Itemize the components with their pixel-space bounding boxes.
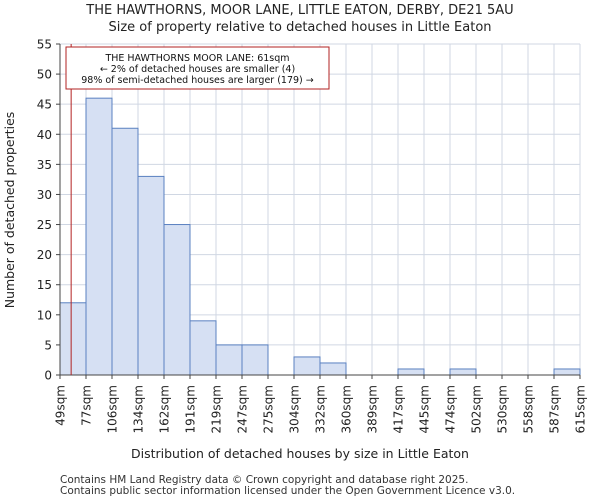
x-tick-label: 417sqm	[392, 385, 406, 433]
x-tick-label: 77sqm	[80, 385, 94, 426]
histogram-bar	[189, 320, 217, 376]
x-tick-label: 530sqm	[496, 385, 510, 433]
histogram-bar	[215, 344, 243, 376]
x-tick-label: 191sqm	[184, 385, 198, 433]
y-tick-label: 55	[37, 38, 52, 52]
x-tick-label: 304sqm	[288, 385, 302, 433]
annotation-line-2: ← 2% of detached houses are smaller (4)	[100, 64, 295, 75]
x-tick-label: 558sqm	[522, 385, 536, 433]
y-tick-label: 50	[37, 68, 52, 82]
histogram-bar	[241, 344, 269, 376]
y-tick-label: 40	[37, 128, 52, 142]
x-tick-label: 360sqm	[340, 385, 354, 433]
x-tick-label: 502sqm	[470, 385, 484, 433]
x-tick-label: 615sqm	[574, 385, 588, 433]
y-tick-label: 10	[37, 308, 52, 322]
y-axis-label: Number of detached properties	[2, 112, 17, 309]
x-tick-label: 474sqm	[444, 385, 458, 433]
footer-line-2: Contains public sector information licen…	[60, 485, 516, 497]
y-tick-label: 20	[37, 248, 52, 262]
histogram-bar	[293, 356, 321, 376]
y-tick-label: 30	[37, 188, 52, 202]
annotation-line-3: 98% of semi-detached houses are larger (…	[81, 75, 314, 86]
histogram-bar	[137, 175, 165, 376]
x-tick-label: 332sqm	[314, 385, 328, 433]
y-tick-label: 25	[37, 218, 52, 232]
chart-title: THE HAWTHORNS, MOOR LANE, LITTLE EATON, …	[86, 3, 514, 18]
x-tick-label: 49sqm	[54, 385, 68, 426]
x-tick-label: 106sqm	[106, 385, 120, 433]
x-tick-label: 275sqm	[262, 385, 276, 433]
chart-subtitle: Size of property relative to detached ho…	[108, 20, 492, 35]
histogram-bar	[319, 362, 347, 376]
y-tick-label: 15	[37, 278, 52, 292]
x-tick-label: 389sqm	[366, 385, 380, 433]
histogram-bar	[59, 302, 87, 376]
histogram-bar	[553, 368, 581, 376]
x-tick-label: 134sqm	[132, 385, 146, 433]
x-tick-label: 162sqm	[158, 385, 172, 433]
histogram-bar	[163, 224, 191, 376]
y-tick-label: 35	[37, 158, 52, 172]
y-tick-label: 5	[44, 338, 52, 352]
histogram-bar	[397, 368, 425, 376]
histogram-bar	[111, 127, 139, 376]
x-tick-label: 445sqm	[418, 385, 432, 433]
x-axis-label: Distribution of detached houses by size …	[131, 446, 469, 461]
footer-line-1: Contains HM Land Registry data © Crown c…	[60, 474, 469, 486]
x-tick-label: 247sqm	[236, 385, 250, 433]
y-tick-label: 45	[37, 98, 52, 112]
annotation-box: THE HAWTHORNS MOOR LANE: 61sqm ← 2% of d…	[65, 46, 330, 90]
x-tick-label: 219sqm	[210, 385, 224, 433]
annotation-line-1: THE HAWTHORNS MOOR LANE: 61sqm	[104, 53, 289, 64]
histogram-bar	[449, 368, 477, 376]
histogram-bar	[85, 97, 113, 376]
y-tick-label: 0	[44, 369, 52, 383]
x-tick-label: 587sqm	[548, 385, 562, 433]
